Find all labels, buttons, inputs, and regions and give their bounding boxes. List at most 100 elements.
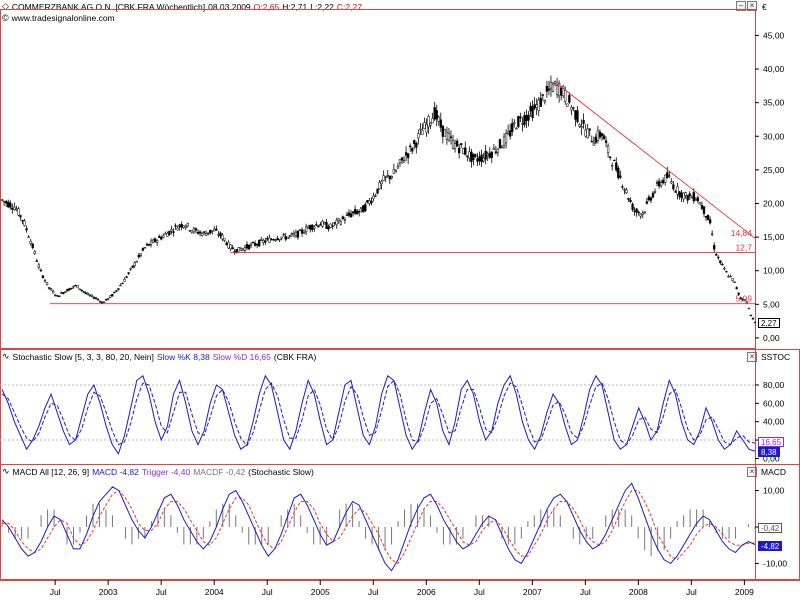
price-candle-body [398, 159, 402, 164]
price-candle-body [268, 237, 271, 243]
price-candle-body [462, 148, 465, 154]
price-candle-body [27, 236, 30, 238]
price-candle-body [129, 268, 132, 270]
xtick-label: Jul [580, 587, 591, 597]
price-candle-body [551, 83, 555, 92]
price-candle-body [243, 246, 247, 251]
price-candle-body [72, 285, 75, 288]
chart-menu-icon[interactable]: ◇ [2, 1, 9, 11]
price-candle-body [35, 260, 38, 262]
price-candle-body [198, 231, 202, 234]
macdf-box: -0,42 [758, 522, 783, 533]
price-candle-body [445, 131, 449, 140]
price-candle-body [107, 297, 110, 300]
price-candle-body [156, 240, 159, 243]
price-candle-body [441, 125, 444, 137]
price-candle-body [486, 153, 489, 156]
price-candle-body [564, 90, 567, 102]
price-candle-body [166, 232, 169, 237]
price-candle-body [388, 175, 391, 180]
price-candle-body [657, 181, 661, 187]
price-candle-body [11, 207, 14, 210]
price-candle-body [717, 256, 720, 259]
price-candle-body [384, 176, 387, 178]
price-candle-body [615, 162, 618, 171]
price-candle-body [149, 240, 153, 245]
stoch-ytick-label: 0,00 [763, 453, 780, 463]
price-candle-body [545, 86, 549, 92]
price-candle-body [515, 128, 518, 130]
price-candle-body [519, 116, 522, 119]
stoch-d-box: 16,65 [758, 437, 785, 448]
price-candle-body [698, 202, 702, 205]
price-candle-body [543, 100, 546, 103]
price-candle-body [619, 175, 622, 178]
price-candle-body [653, 191, 657, 193]
price-candle-body [194, 228, 198, 231]
price-candle-body [323, 222, 326, 225]
price-candle-body [739, 297, 742, 299]
price-candle-body [90, 294, 94, 297]
macd-menu-icon[interactable]: ∿ [2, 466, 10, 476]
price-candle-body [702, 206, 706, 214]
price-candle-body [370, 200, 373, 204]
price-candle-body [674, 191, 677, 193]
price-candle-body [160, 237, 163, 240]
price-candle-body [466, 155, 469, 158]
copyright-icon: © [2, 12, 9, 23]
price-candle-body [202, 231, 206, 233]
price-candle-body [337, 218, 340, 221]
price-candle-body [84, 292, 87, 294]
price-candle-body [641, 212, 644, 215]
macd-box: -4,82 [758, 540, 783, 551]
price-candle-body [311, 224, 314, 230]
price-candle-body [719, 260, 722, 264]
ohlc-low: L:2,22 [310, 1, 334, 12]
price-candle-body [178, 224, 181, 228]
xtick-label: 2009 [735, 587, 754, 597]
price-candle-body [119, 284, 122, 287]
trendline-label: 14,84 [731, 228, 753, 238]
macd-close-icon[interactable]: × [747, 467, 757, 477]
stoch-close-icon[interactable]: × [747, 352, 757, 362]
price-candle-body [670, 181, 673, 184]
price-candle-body [15, 208, 18, 211]
macd-legend-src: (Stochastic Slow) [248, 466, 314, 477]
price-candle-body [449, 136, 453, 138]
price-candle-body [429, 122, 432, 126]
ohlc-open: O:2,65 [253, 1, 280, 12]
price-candle-body [590, 140, 593, 143]
price-candle-body [325, 222, 328, 229]
price-candle-body [586, 128, 589, 139]
price-candle-body [617, 167, 620, 179]
price-candle-body [517, 116, 520, 127]
close-icon[interactable]: × [747, 1, 757, 11]
price-candle-body [76, 285, 79, 289]
price-candle-body [647, 196, 651, 201]
price-candle-body [188, 230, 191, 232]
price-candle-body [56, 294, 59, 297]
price-candle-body [751, 317, 755, 320]
price-candle-body [509, 130, 512, 137]
price-candle-body [290, 233, 293, 235]
price-candle-body [600, 133, 604, 137]
price-candle-body [327, 226, 330, 230]
price-candle-body [443, 129, 447, 137]
price-candle-body [272, 239, 275, 241]
price-candle-body [258, 240, 261, 247]
price-candle-body [572, 107, 575, 109]
price-candle-body [47, 287, 51, 289]
price-candle-body [753, 321, 757, 324]
price-candle-body [711, 233, 714, 235]
minimize-icon[interactable]: ‒ [736, 1, 746, 11]
stoch-menu-icon[interactable]: ∿ [2, 351, 10, 361]
price-candle-body [576, 110, 579, 123]
price-ytick-label: 40,00 [763, 64, 785, 74]
price-candle-body [3, 200, 6, 203]
price-candle-body [727, 276, 730, 278]
price-candle-body [419, 128, 422, 131]
price-candle-body [315, 224, 318, 226]
price-candle-body [588, 128, 591, 131]
price-candle-body [549, 81, 553, 89]
